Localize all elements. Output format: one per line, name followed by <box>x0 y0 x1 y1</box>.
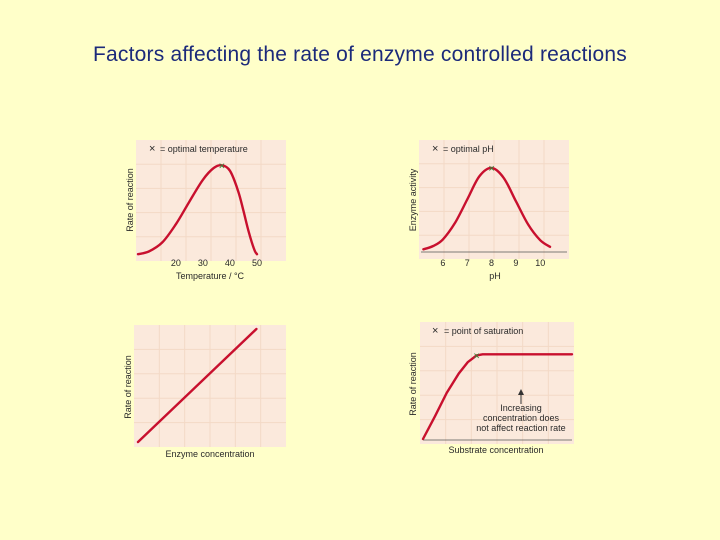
x-tick-label: 20 <box>171 258 181 268</box>
x-axis-label: Temperature / °C <box>176 271 245 281</box>
legend-marker-icon: × <box>432 143 438 155</box>
page-title: Factors affecting the rate of enzyme con… <box>93 43 627 66</box>
y-axis-label: Enzyme activity <box>408 168 418 231</box>
x-tick-label: 10 <box>535 258 545 268</box>
legend-text: = optimal pH <box>443 144 494 154</box>
y-axis-label: Rate of reaction <box>125 168 135 232</box>
annotation-line: Increasing <box>500 403 542 413</box>
annotation-line: concentration does <box>483 413 560 423</box>
arrowhead-icon <box>518 389 524 395</box>
grid <box>420 322 574 444</box>
series-line <box>136 163 259 256</box>
legend-text: = point of saturation <box>444 326 523 336</box>
x-tick-label: 8 <box>489 258 494 268</box>
y-axis-label: Rate of reaction <box>123 355 133 419</box>
saturation-marker-icon: × <box>473 350 479 362</box>
x-tick-label: 30 <box>198 258 208 268</box>
x-axis-label: pH <box>489 271 501 281</box>
optimum-marker-icon: × <box>488 163 494 175</box>
x-tick-label: 9 <box>513 258 518 268</box>
legend-marker-icon: × <box>149 143 155 155</box>
legend-marker-icon: × <box>432 325 438 337</box>
series-line <box>422 166 552 251</box>
annotation-line: not affect reaction rate <box>476 423 565 433</box>
chart-temperature: × = optimal temperature × 20 30 40 50 Tempe… <box>122 136 288 284</box>
x-ticks: 20 30 40 50 <box>171 258 262 268</box>
series-line <box>421 353 574 441</box>
x-ticks: 6 7 8 9 10 <box>440 258 545 268</box>
x-tick-label: 50 <box>252 258 262 268</box>
y-axis-label: Rate of reaction <box>408 352 418 416</box>
legend-text: = optimal temperature <box>160 144 248 154</box>
x-tick-label: 6 <box>440 258 445 268</box>
series-line <box>136 327 258 444</box>
optimum-marker-icon: × <box>219 160 225 172</box>
x-tick-label: 40 <box>225 258 235 268</box>
x-tick-label: 7 <box>465 258 470 268</box>
chart-enzyme-concentration: Enzyme concentration Rate of reaction <box>120 323 288 463</box>
chart-ph: × = optimal pH × 6 7 8 9 10 pH Enzyme activi… <box>405 136 571 284</box>
grid <box>136 140 286 261</box>
chart-substrate-concentration: × = point of saturation × Increasing con… <box>404 320 576 460</box>
x-axis-label: Enzyme concentration <box>165 449 254 459</box>
x-axis-label: Substrate concentration <box>448 445 543 455</box>
